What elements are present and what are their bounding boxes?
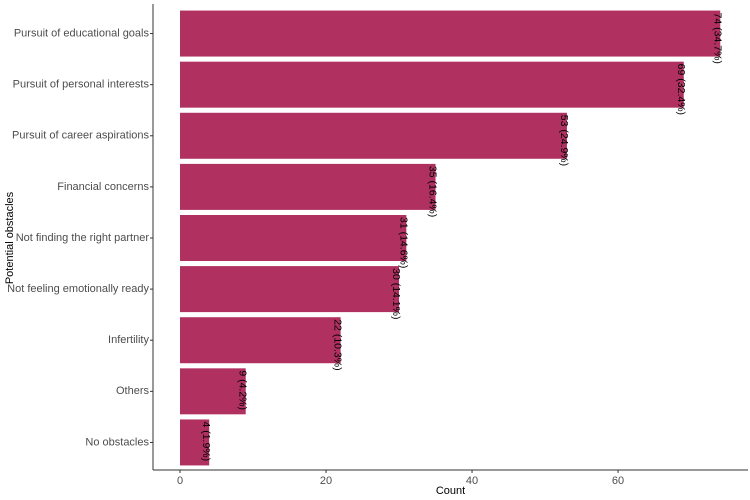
- bar: [180, 419, 210, 466]
- bar: [180, 215, 407, 261]
- data-label: 74 (34.7%): [711, 13, 723, 64]
- x-axis-ticks: 0 20 40 60: [177, 470, 624, 487]
- category-label: No obstacles: [85, 436, 149, 448]
- bar: [180, 112, 567, 159]
- data-label: 30 (14.1%): [390, 268, 402, 319]
- bar: [180, 163, 436, 210]
- bar: [180, 266, 400, 313]
- data-label: 4 (1.9%): [200, 421, 212, 461]
- bars-group: [180, 10, 721, 466]
- bar: [180, 61, 684, 108]
- x-tick-label: 60: [612, 475, 624, 487]
- data-labels-group: 74 (34.7%) 69 (32.4%) 53 (24.9%) 35 (16.4%)…: [200, 13, 723, 462]
- data-label: 35 (16.4%): [427, 166, 439, 217]
- data-label: 22 (10.3%): [332, 319, 344, 370]
- bar: [180, 368, 246, 415]
- x-tick-label: 0: [177, 475, 183, 487]
- category-label: Infertility: [108, 334, 149, 346]
- category-label: Pursuit of personal interests: [13, 79, 150, 91]
- category-label: Not feeling emotionally ready: [7, 283, 149, 295]
- x-tick-label: 40: [466, 475, 478, 487]
- category-label: Pursuit of career aspirations: [12, 130, 149, 142]
- data-label: 31 (14.6%): [397, 217, 409, 268]
- x-axis-title: Count: [436, 485, 465, 497]
- data-label: 9 (4.2%): [237, 370, 249, 410]
- category-label: Others: [116, 385, 150, 397]
- y-axis: Pursuit of educational goals Pursuit of p…: [7, 4, 154, 470]
- data-label: 53 (24.9%): [558, 115, 570, 166]
- data-label: 69 (32.4%): [675, 64, 687, 115]
- category-label: Pursuit of educational goals: [14, 27, 150, 39]
- bar: [180, 317, 341, 364]
- category-label: Financial concerns: [57, 181, 149, 193]
- category-label: Not finding the right partner: [16, 232, 150, 244]
- bar: [180, 10, 721, 57]
- y-axis-title: Potential obstacles: [4, 191, 16, 284]
- y-axis-ticks: Pursuit of educational goals Pursuit of p…: [7, 27, 153, 448]
- x-axis: 0 20 40 60: [153, 469, 748, 487]
- x-tick-label: 20: [320, 475, 332, 487]
